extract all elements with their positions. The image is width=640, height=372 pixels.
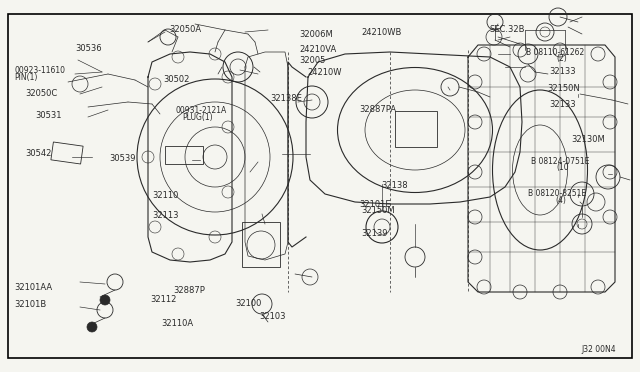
Text: 32110: 32110: [152, 191, 179, 200]
Bar: [242, 222, 280, 267]
Text: 32006M: 32006M: [300, 30, 333, 39]
Text: 32050A: 32050A: [170, 25, 202, 34]
Text: 32050C: 32050C: [26, 89, 58, 98]
Text: SEC.32B: SEC.32B: [490, 25, 525, 34]
Text: 30502: 30502: [163, 75, 189, 84]
Text: J32 00N4: J32 00N4: [581, 345, 616, 354]
Text: 24210VA: 24210VA: [300, 45, 337, 54]
Text: 32110A: 32110A: [161, 319, 193, 328]
Text: PIN(1): PIN(1): [14, 73, 38, 81]
Text: 32101AA: 32101AA: [14, 283, 52, 292]
Text: 32133: 32133: [549, 67, 576, 76]
Text: 32139: 32139: [362, 229, 388, 238]
Bar: [51, 142, 83, 164]
Text: 32138: 32138: [381, 181, 408, 190]
Text: (4): (4): [556, 196, 566, 205]
Circle shape: [100, 295, 110, 305]
Text: 32138E: 32138E: [270, 94, 302, 103]
Text: 32130M: 32130M: [571, 135, 605, 144]
Text: 32150N: 32150N: [547, 84, 580, 93]
Text: 24210WB: 24210WB: [362, 28, 402, 37]
Text: 32887PA: 32887PA: [360, 105, 397, 114]
Circle shape: [87, 322, 97, 332]
Text: 32103: 32103: [259, 312, 285, 321]
Text: 24210W: 24210W: [307, 68, 342, 77]
Text: B 08110-61262: B 08110-61262: [526, 48, 584, 57]
Text: (10: (10: [557, 163, 570, 172]
Text: 32113: 32113: [152, 211, 179, 220]
Bar: [165, 146, 203, 164]
Text: 32005: 32005: [300, 56, 326, 65]
Text: 32150M: 32150M: [362, 206, 396, 215]
Text: 32101E: 32101E: [360, 200, 391, 209]
Text: 32133: 32133: [549, 100, 576, 109]
Text: 30539: 30539: [109, 154, 135, 163]
Text: 30536: 30536: [76, 44, 102, 53]
Text: B 08120-8251E: B 08120-8251E: [528, 189, 586, 198]
Text: 30531: 30531: [35, 111, 61, 120]
Text: 00931-2121A: 00931-2121A: [176, 106, 227, 115]
Text: 00923-11610: 00923-11610: [14, 66, 65, 75]
Text: 32100: 32100: [236, 299, 262, 308]
Text: 32112: 32112: [150, 295, 177, 304]
Text: (2): (2): [557, 54, 568, 63]
Text: B 08124-0751E: B 08124-0751E: [531, 157, 589, 166]
Bar: [395, 111, 437, 147]
Text: 32887P: 32887P: [173, 286, 205, 295]
Text: 32101B: 32101B: [14, 300, 46, 309]
Text: PLUG(1): PLUG(1): [182, 113, 213, 122]
Text: 30542: 30542: [26, 149, 52, 158]
